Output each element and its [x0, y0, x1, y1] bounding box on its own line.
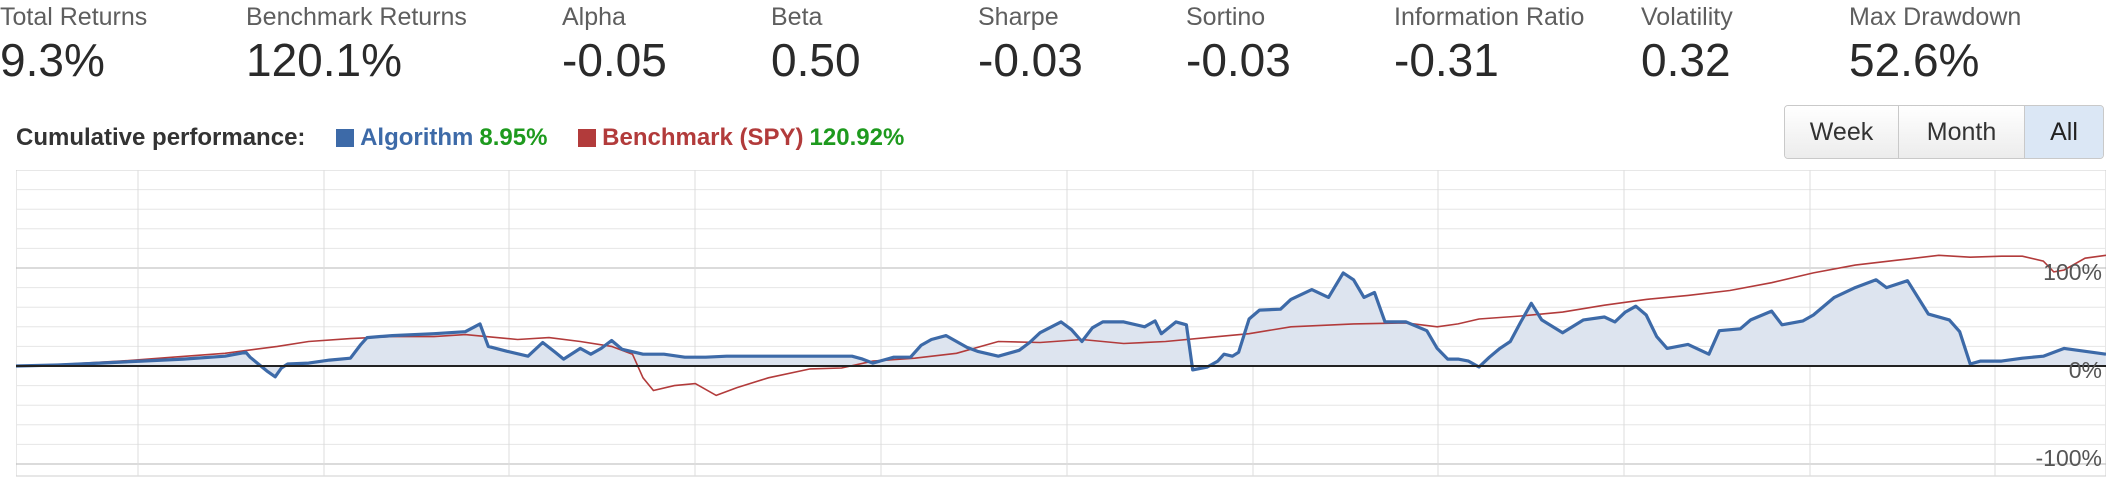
stat-value: -0.05 — [562, 34, 667, 86]
performance-chart[interactable]: 100% 0% -100% — [16, 170, 2106, 478]
stat-label: Sortino — [1186, 3, 1266, 31]
range-all-button[interactable]: All — [2025, 106, 2103, 158]
range-week-button[interactable]: Week — [1785, 106, 1899, 158]
legend-benchmark-pct: 120.92% — [809, 124, 905, 151]
stat-alpha: Alpha -0.05 — [562, 2, 667, 88]
stat-label: Benchmark Returns — [246, 3, 467, 31]
legend-title: Cumulative performance: — [16, 124, 306, 151]
stat-label: Max Drawdown — [1849, 3, 2022, 31]
stat-value: 0.50 — [771, 34, 861, 86]
y-tick-label: 0% — [2069, 357, 2102, 383]
stat-volatility: Volatility 0.32 — [1641, 2, 1733, 88]
algorithm-area — [16, 272, 2106, 377]
stat-benchmark-returns: Benchmark Returns 120.1% — [246, 2, 467, 88]
benchmark-line — [16, 254, 2106, 397]
legend-algorithm-pct: 8.95% — [479, 124, 548, 151]
stat-value: -0.03 — [978, 34, 1083, 86]
stat-value: 120.1% — [246, 34, 403, 86]
stat-value: 9.3% — [0, 34, 105, 86]
chart-legend: Cumulative performance: Algorithm 8.95% B… — [16, 124, 904, 158]
stat-value: -0.03 — [1186, 34, 1291, 86]
range-month-button[interactable]: Month — [1899, 106, 2025, 158]
range-selector: Week Month All — [1784, 105, 2104, 159]
stat-label: Information Ratio — [1394, 3, 1585, 31]
stat-value: 0.32 — [1641, 34, 1731, 86]
stat-value: -0.31 — [1394, 34, 1499, 86]
stat-information-ratio: Information Ratio -0.31 — [1394, 2, 1584, 88]
algorithm-swatch-icon — [336, 129, 355, 147]
stat-beta: Beta 0.50 — [771, 2, 861, 88]
stat-value: 52.6% — [1849, 34, 1980, 86]
legend-algorithm-label[interactable]: Algorithm — [360, 124, 474, 151]
stat-label: Volatility — [1641, 3, 1733, 31]
stat-label: Sharpe — [978, 3, 1059, 31]
legend-benchmark-label[interactable]: Benchmark (SPY) — [602, 124, 804, 151]
stat-label: Beta — [771, 3, 823, 31]
algorithm-line — [16, 271, 2106, 379]
benchmark-swatch-icon — [578, 129, 597, 147]
stat-sortino: Sortino -0.03 — [1186, 2, 1291, 88]
stat-label: Total Returns — [0, 3, 148, 31]
stat-label: Alpha — [562, 3, 626, 31]
stats-bar: Total Returns 9.3% Benchmark Returns 120.1… — [0, 0, 2116, 95]
stat-max-drawdown: Max Drawdown 52.6% — [1849, 2, 2021, 88]
stat-total-returns: Total Returns 9.3% — [0, 2, 147, 88]
stat-sharpe: Sharpe -0.03 — [978, 2, 1083, 88]
y-tick-label: -100% — [2036, 445, 2102, 471]
y-tick-label: 100% — [2043, 259, 2102, 285]
